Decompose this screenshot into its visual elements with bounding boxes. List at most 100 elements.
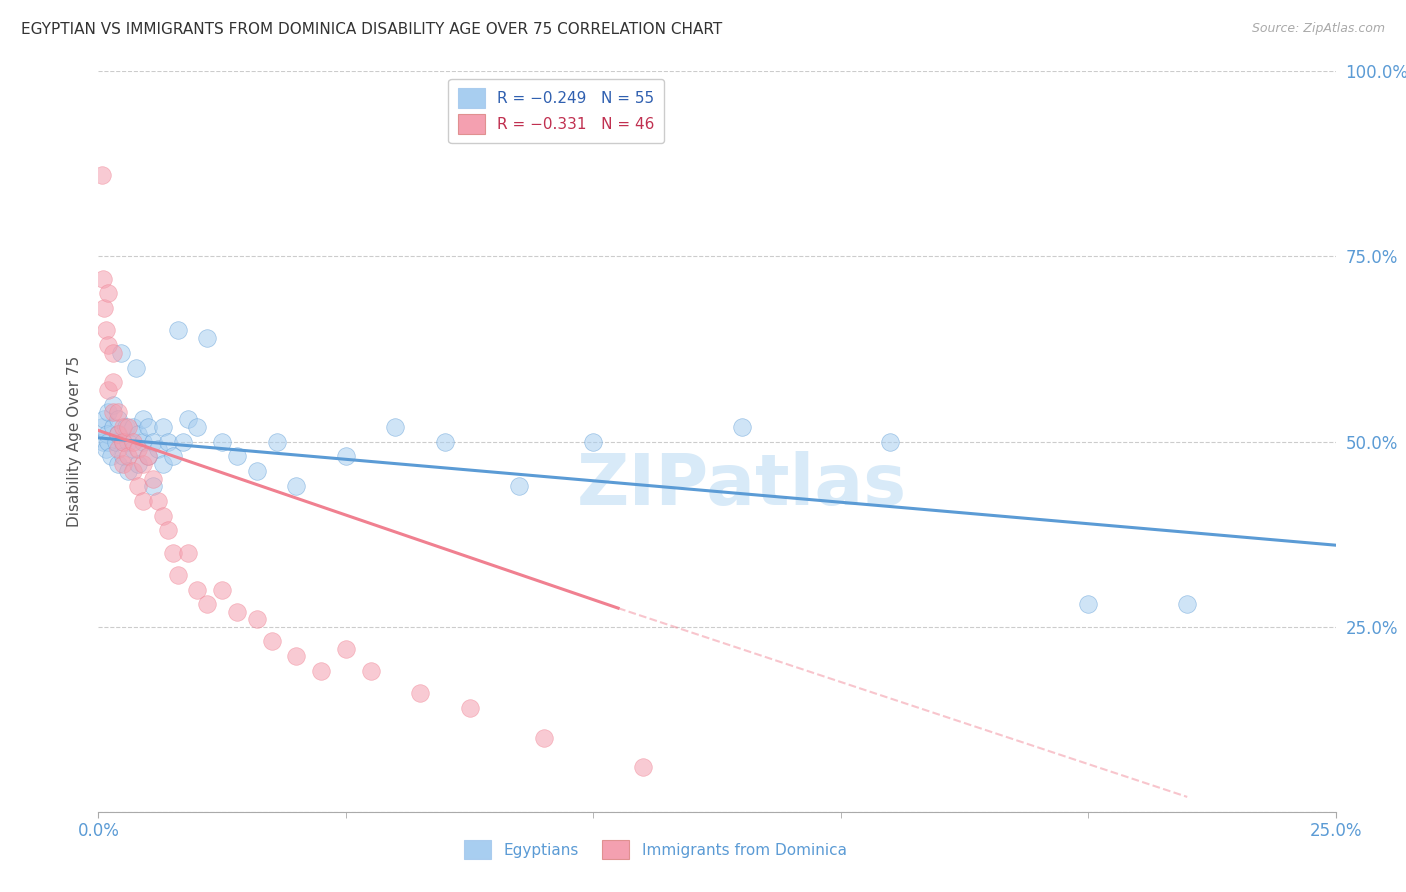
Point <box>142 479 165 493</box>
Point <box>285 479 308 493</box>
Point <box>195 331 218 345</box>
Point <box>146 442 169 456</box>
Point <box>93 412 115 426</box>
Point <box>226 605 249 619</box>
Point <box>117 464 139 478</box>
Point <box>117 419 139 434</box>
Point <box>335 641 357 656</box>
Point <box>107 427 129 442</box>
Point <box>162 546 184 560</box>
Point <box>103 397 125 411</box>
Point <box>226 450 249 464</box>
Point <box>166 567 188 582</box>
Point <box>246 612 269 626</box>
Point <box>122 419 145 434</box>
Point <box>195 598 218 612</box>
Point <box>103 419 125 434</box>
Point <box>176 412 198 426</box>
Point <box>146 493 169 508</box>
Point <box>360 664 382 678</box>
Point <box>94 442 117 456</box>
Point <box>97 434 120 449</box>
Point <box>156 524 179 538</box>
Point <box>96 427 118 442</box>
Point <box>266 434 288 449</box>
Point <box>458 701 481 715</box>
Point <box>117 434 139 449</box>
Point <box>97 338 120 352</box>
Y-axis label: Disability Age Over 75: Disability Age Over 75 <box>67 356 83 527</box>
Point <box>97 286 120 301</box>
Point <box>104 434 127 449</box>
Point <box>122 434 145 449</box>
Point <box>533 731 555 745</box>
Point <box>91 419 114 434</box>
Point <box>107 442 129 456</box>
Point <box>112 419 135 434</box>
Legend: Egyptians, Immigrants from Dominica: Egyptians, Immigrants from Dominica <box>456 832 855 867</box>
Point <box>309 664 332 678</box>
Point <box>508 479 530 493</box>
Point <box>156 434 179 449</box>
Point <box>166 324 188 338</box>
Point <box>127 479 149 493</box>
Point <box>103 405 125 419</box>
Point <box>132 412 155 426</box>
Point <box>93 434 115 449</box>
Text: ZIPatlas: ZIPatlas <box>576 451 907 520</box>
Point <box>93 271 115 285</box>
Point <box>162 450 184 464</box>
Point <box>107 405 129 419</box>
Point <box>94 324 117 338</box>
Point <box>631 760 654 774</box>
Point <box>107 427 129 442</box>
Point <box>112 450 135 464</box>
Point <box>142 434 165 449</box>
Point <box>186 582 208 597</box>
Point <box>879 434 901 449</box>
Point <box>731 419 754 434</box>
Point <box>1175 598 1198 612</box>
Point <box>142 471 165 485</box>
Point <box>433 434 456 449</box>
Point <box>409 686 432 700</box>
Point <box>100 450 122 464</box>
Point <box>122 464 145 478</box>
Point <box>152 457 174 471</box>
Point <box>132 434 155 449</box>
Point <box>136 419 159 434</box>
Point <box>117 450 139 464</box>
Point <box>582 434 605 449</box>
Point <box>127 457 149 471</box>
Point <box>110 345 132 359</box>
Point <box>152 419 174 434</box>
Point <box>112 457 135 471</box>
Point <box>1077 598 1099 612</box>
Point <box>103 376 125 390</box>
Text: Source: ZipAtlas.com: Source: ZipAtlas.com <box>1251 22 1385 36</box>
Point <box>127 427 149 442</box>
Point <box>132 457 155 471</box>
Point <box>335 450 357 464</box>
Point <box>97 405 120 419</box>
Point <box>132 493 155 508</box>
Point <box>127 442 149 456</box>
Point <box>186 419 208 434</box>
Point <box>97 383 120 397</box>
Point <box>103 345 125 359</box>
Point <box>114 419 136 434</box>
Point <box>112 434 135 449</box>
Point <box>384 419 406 434</box>
Point <box>136 450 159 464</box>
Point <box>211 434 233 449</box>
Point <box>112 434 135 449</box>
Point <box>124 360 146 375</box>
Point <box>211 582 233 597</box>
Point <box>246 464 269 478</box>
Point <box>136 450 159 464</box>
Point <box>122 442 145 456</box>
Point <box>260 634 283 648</box>
Point <box>107 457 129 471</box>
Point <box>172 434 194 449</box>
Point <box>107 412 129 426</box>
